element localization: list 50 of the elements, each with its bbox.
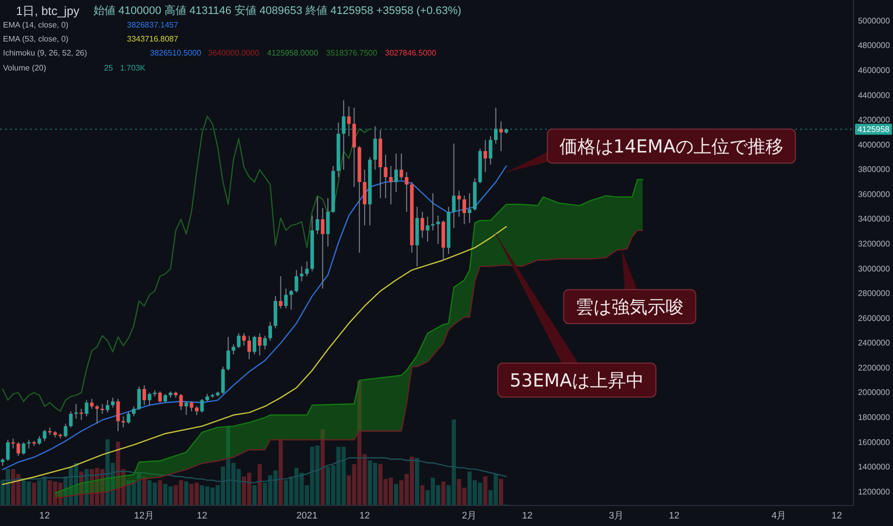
annotation: Ichimoku (9, 26, 52, 26) (3, 48, 88, 58)
y-tick-label: 3800000 (858, 165, 890, 174)
x-tick-label: 12 (39, 510, 50, 522)
annotation: 4125958.0000 (267, 48, 319, 58)
x-tick-label: 12 (668, 510, 680, 522)
annotation: 25 (104, 64, 114, 72)
x-tick-label: 12 (359, 510, 370, 522)
y-tick-label: 3600000 (858, 190, 890, 199)
y-tick-label: 1400000 (858, 462, 890, 472)
y-tick-label: 4000000 (858, 140, 890, 150)
annotation: EMA (14, close, 0) (3, 20, 69, 30)
y-tick-label: 2000000 (858, 388, 890, 398)
annotation: EMA (53, close, 0) (3, 34, 69, 44)
x-tick-label: 4月 (771, 510, 787, 522)
annotation: 価格は14EMAの上位で推移 (559, 136, 784, 158)
y-tick-label: 1600000 (858, 438, 890, 447)
annotation: 3027846.5000 (385, 48, 437, 58)
y-tick-label: 3200000 (858, 240, 890, 249)
chart-title: 1日, btc_jpy (16, 4, 80, 18)
annotation: 3518376.7500 (326, 48, 378, 58)
annotation: 53EMAは上昇中 (510, 370, 644, 392)
annotation: 雲は強気示唆 (576, 297, 684, 318)
annotation: 3640000.0000 (208, 48, 260, 58)
annotation: 3826837.1457 (127, 20, 179, 30)
y-tick-label: 2200000 (858, 363, 890, 372)
y-tick-label: 3000000 (858, 264, 890, 274)
y-tick-label: 4800000 (858, 41, 890, 50)
y-tick-label: 1200000 (858, 487, 890, 496)
x-tick-label: 12 (196, 510, 208, 522)
annotation: 3826510.5000 (150, 48, 202, 58)
y-tick-label: 1800000 (858, 413, 890, 422)
y-tick-label: 2800000 (858, 289, 890, 298)
annotation: 1.703K (120, 64, 146, 72)
y-tick-label: 2600000 (858, 314, 890, 323)
x-tick-label: 2月 (462, 510, 478, 522)
chart-subtitle: 始値 4100000 高値 4131146 安値 4089653 終値 4125958 +35958 (+0.63%) (93, 4, 462, 17)
x-tick-label: 12 (522, 510, 533, 522)
x-tick-label: 12 (832, 510, 842, 522)
x-tick-label: 12月 (134, 510, 155, 522)
x-tick-label: 2021 (296, 510, 318, 522)
y-tick-label: 3400000 (858, 214, 890, 224)
y-tick-label: 4600000 (858, 66, 890, 76)
y-tick-label: 4400000 (858, 90, 890, 100)
y-tick-label: 4200000 (858, 116, 890, 125)
y-tick-label: 2400000 (858, 338, 890, 348)
y-tick-label: 5000000 (858, 16, 890, 26)
ref-line-label: 4125958 (858, 124, 890, 134)
x-tick-label: 3月 (608, 510, 624, 522)
annotation: 3343716.8087 (127, 34, 179, 44)
annotation: Volume (20) (3, 64, 46, 72)
